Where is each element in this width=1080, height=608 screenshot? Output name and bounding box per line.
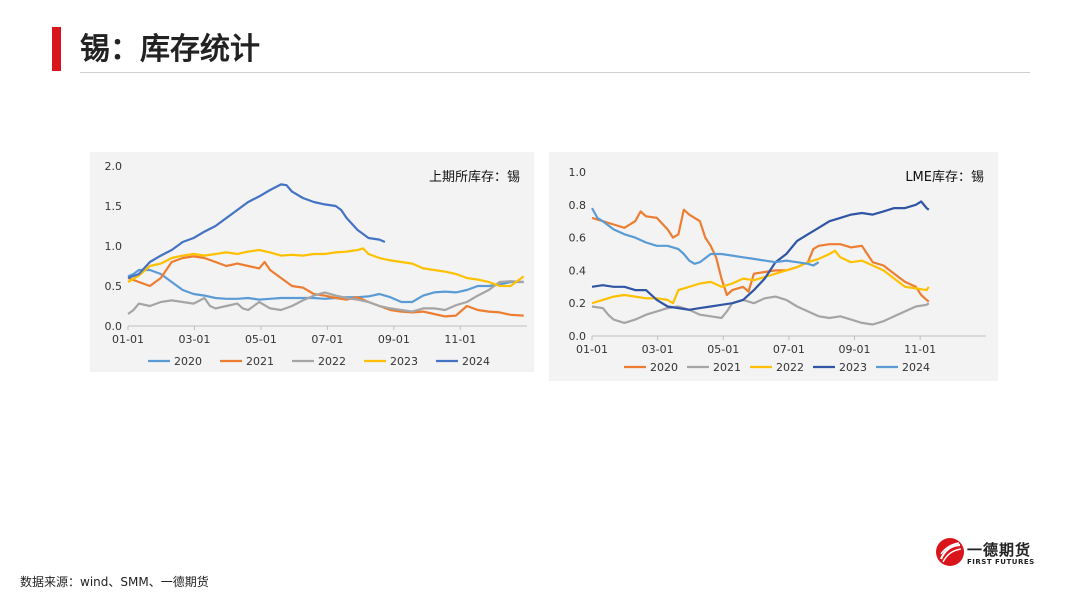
shfe-x-tick-label: 03-01 bbox=[178, 333, 210, 346]
lme-legend-label-2024: 2024 bbox=[902, 361, 930, 374]
lme-series-2020-line bbox=[591, 208, 930, 303]
shfe-x-tick-label: 07-01 bbox=[311, 333, 343, 346]
shfe-legend-label-2021: 2021 bbox=[246, 355, 274, 368]
lme-series-2023-line bbox=[591, 200, 930, 311]
lme-x-tick-label: 07-01 bbox=[773, 343, 805, 356]
lme-legend-label-2021: 2021 bbox=[713, 361, 741, 374]
logo-chinese-name: 一德期货 bbox=[967, 541, 1032, 559]
shfe-legend-label-2022: 2022 bbox=[318, 355, 346, 368]
shfe-legend-label-2024: 2024 bbox=[462, 355, 490, 368]
lme-y-tick-label: 0.2 bbox=[569, 297, 587, 310]
logo-english-name: FIRST FUTURES bbox=[967, 558, 1035, 566]
shfe-y-tick-label: 2.0 bbox=[105, 160, 123, 173]
lme-x-tick-label: 09-01 bbox=[839, 343, 871, 356]
shfe-series-2020-line bbox=[127, 268, 524, 304]
lme-x-tick-label: 11-01 bbox=[904, 343, 936, 356]
shfe-inventory-plot: 0.0 0.5 1.0 1.5 2.0 01-01 03-01 05-01 07-01 09-01… bbox=[105, 160, 527, 368]
title-divider bbox=[80, 72, 1030, 73]
page-title: 锡：库存统计 bbox=[80, 32, 260, 67]
shfe-series-2024-line bbox=[127, 183, 386, 280]
lme-x-tick-label: 03-01 bbox=[642, 343, 674, 356]
lme-y-tick-label: 0.4 bbox=[569, 264, 587, 277]
shfe-chart-title: 上期所库存：锡 bbox=[428, 170, 520, 185]
lme-inventory-plot: 0.0 0.2 0.4 0.6 0.8 1.0 01-01 03-01 05-01 07-01 09… bbox=[569, 166, 986, 374]
shfe-y-tick-label: 1.0 bbox=[105, 240, 123, 253]
logo-emblem-icon bbox=[936, 538, 964, 566]
lme-y-tick-label: 1.0 bbox=[569, 166, 587, 179]
lme-series-2024-line bbox=[591, 207, 820, 267]
shfe-legend-label-2023: 2023 bbox=[390, 355, 418, 368]
shfe-series-2022-line bbox=[127, 280, 524, 315]
shfe-x-tick-label: 11-01 bbox=[444, 333, 476, 346]
lme-y-tick-label: 0.8 bbox=[569, 199, 587, 212]
shfe-x-tick-label: 05-01 bbox=[245, 333, 277, 346]
data-source-note: 数据来源：wind、SMM、一德期货 bbox=[20, 575, 209, 589]
shfe-inventory-chart: 0.0 0.5 1.0 1.5 2.0 01-01 03-01 05-01 07-01 09-01… bbox=[90, 152, 534, 372]
shfe-legend-label-2020: 2020 bbox=[174, 355, 202, 368]
lme-series-2021-line bbox=[591, 295, 930, 326]
shfe-x-tick-label: 01-01 bbox=[112, 333, 144, 346]
lme-legend-label-2023: 2023 bbox=[839, 361, 867, 374]
lme-chart-title: LME库存：锡 bbox=[905, 170, 984, 185]
shfe-y-tick-label: 1.5 bbox=[105, 200, 123, 213]
lme-x-tick-label: 05-01 bbox=[707, 343, 739, 356]
company-logo: 一德期货 FIRST FUTURES bbox=[935, 535, 1045, 575]
shfe-series-2023-line bbox=[127, 247, 525, 288]
title-accent-bar bbox=[52, 27, 61, 71]
lme-series-2022-line bbox=[591, 249, 930, 305]
shfe-series-2021-line bbox=[127, 255, 524, 318]
shfe-y-tick-label: 0.5 bbox=[105, 280, 123, 293]
lme-y-tick-label: 0.0 bbox=[569, 330, 587, 343]
shfe-y-tick-label: 0.0 bbox=[105, 320, 123, 333]
lme-legend-label-2022: 2022 bbox=[776, 361, 804, 374]
lme-y-tick-label: 0.6 bbox=[569, 232, 587, 245]
shfe-x-tick-label: 09-01 bbox=[378, 333, 410, 346]
lme-x-tick-label: 01-01 bbox=[576, 343, 608, 356]
lme-inventory-chart: 0.0 0.2 0.4 0.6 0.8 1.0 01-01 03-01 05-01 07-01 09… bbox=[549, 152, 998, 381]
lme-legend-label-2020: 2020 bbox=[650, 361, 678, 374]
